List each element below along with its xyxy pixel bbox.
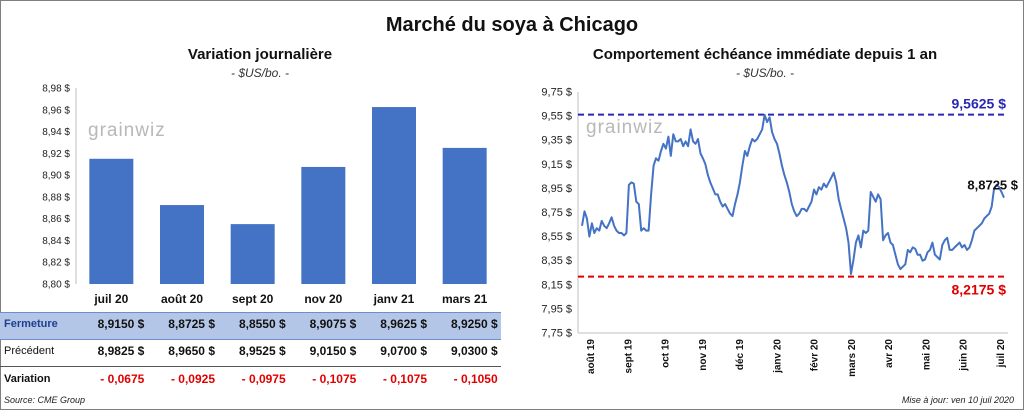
max-value-label: 9,5625 $ xyxy=(952,96,1007,112)
table-cell: 8,8725 $ xyxy=(168,317,215,331)
bar xyxy=(160,205,204,284)
line-x-tick-label: mars 20 xyxy=(847,339,858,377)
line-chart-unit: - $US/bo. - xyxy=(735,66,795,80)
table-cell: 8,8550 $ xyxy=(238,317,286,331)
table-cell: 8,9150 $ xyxy=(97,317,145,331)
bar-x-tick-label: nov 20 xyxy=(304,292,342,306)
line-y-tick-label: 8,35 $ xyxy=(541,255,572,267)
line-x-tick-label: nov 19 xyxy=(698,339,709,371)
line-x-tick-label: févr 20 xyxy=(810,339,821,372)
line-y-tick-label: 9,75 $ xyxy=(541,87,572,99)
bar-y-tick-label: 8,82 $ xyxy=(42,258,70,269)
bar xyxy=(230,224,275,284)
line-x-tick-label: juil 20 xyxy=(996,339,1007,369)
bar-y-tick-label: 8,80 $ xyxy=(42,280,70,291)
last-value-label: 8,8725 $ xyxy=(967,178,1018,193)
line-x-tick-label: août 19 xyxy=(586,339,597,374)
table-cell: 8,9825 $ xyxy=(97,344,145,358)
line-y-tick-label: 9,35 $ xyxy=(541,135,572,147)
bar-y-tick-label: 8,84 $ xyxy=(42,236,70,247)
line-x-tick-label: janv 20 xyxy=(772,339,783,374)
line-y-tick-label: 7,75 $ xyxy=(541,328,572,340)
line-x-tick-label: avr 20 xyxy=(884,339,895,368)
bar-x-tick-label: sept 20 xyxy=(232,292,274,306)
table-row-label: Fermeture xyxy=(4,318,58,330)
source-note: Source: CME Group xyxy=(4,395,86,405)
watermark-logo: grainwiz xyxy=(88,120,166,141)
price-table: Fermeture 8,9150 $ 8,8725 $ 8,8550 $ 8,9075 … xyxy=(4,317,498,386)
table-cell: 8,9075 $ xyxy=(309,317,357,331)
bar-chart-unit: - $US/bo. - xyxy=(230,66,290,80)
table-cell: 9,0150 $ xyxy=(309,344,357,358)
bar-y-tick-label: 8,90 $ xyxy=(42,171,70,182)
bar xyxy=(89,158,134,284)
table-cell: - 0,0975 xyxy=(241,372,286,386)
table-cell: 9,0300 $ xyxy=(450,344,498,358)
bar xyxy=(301,166,346,284)
table-cell: 8,9525 $ xyxy=(238,344,286,358)
table-cell: 9,0700 $ xyxy=(380,344,427,358)
table-separator xyxy=(0,366,501,367)
bar xyxy=(442,147,487,284)
table-cell: - 0,0925 xyxy=(170,372,215,386)
bar-y-tick-label: 8,86 $ xyxy=(42,214,70,225)
price-series-line xyxy=(581,113,1005,275)
line-chart-title: Comportement échéance immédiate depuis 1… xyxy=(592,46,938,63)
bar-y-tick-label: 8,98 $ xyxy=(42,84,70,95)
line-x-tick-label: oct 19 xyxy=(661,339,672,368)
line-x-tick-label: mai 20 xyxy=(921,339,932,371)
bar-chart-title: Variation journalière xyxy=(187,46,333,63)
bar-y-tick-label: 8,96 $ xyxy=(42,105,70,116)
table-cell: - 0,1075 xyxy=(312,372,357,386)
table-cell: 8,9625 $ xyxy=(380,317,427,331)
line-y-tick-label: 7,95 $ xyxy=(541,303,572,315)
bar-chart: 8,80 $ 8,82 $ 8,84 $ 8,86 $ 8,88 $ 8,90 $ 8,92… xyxy=(42,84,488,307)
line-x-tick-label: déc 19 xyxy=(735,339,746,371)
table-cell: 8,9250 $ xyxy=(450,317,498,331)
update-note: Mise à jour: ven 10 juil 2020 xyxy=(901,395,1014,405)
min-value-label: 8,2175 $ xyxy=(952,282,1007,298)
table-cell: - 0,1050 xyxy=(453,372,498,386)
line-chart: 7,75 $ 7,95 $ 8,15 $ 8,35 $ 8,55 $ 8,75 $ 8,95… xyxy=(541,87,1018,377)
table-row-label: Variation xyxy=(4,373,51,385)
page-title: Marché du soya à Chicago xyxy=(385,14,639,36)
bar-x-tick-label: août 20 xyxy=(161,292,203,306)
fermeture-row-bg xyxy=(0,312,501,340)
line-y-tick-label: 9,55 $ xyxy=(541,111,572,123)
line-x-tick-label: juin 20 xyxy=(959,339,970,372)
line-y-tick-label: 8,75 $ xyxy=(541,207,572,219)
line-y-tick-label: 8,95 $ xyxy=(541,183,572,195)
bar-x-tick-label: juil 20 xyxy=(93,292,128,306)
line-y-tick-label: 9,15 $ xyxy=(541,159,572,171)
line-y-tick-label: 8,15 $ xyxy=(541,279,572,291)
table-cell: 8,9650 $ xyxy=(168,344,215,358)
table-cell: - 0,1075 xyxy=(382,372,427,386)
line-y-tick-label: 8,55 $ xyxy=(541,231,572,243)
table-row-label: Précédent xyxy=(4,345,55,357)
watermark-logo-right: grainwiz xyxy=(586,117,664,138)
bar-x-tick-label: mars 21 xyxy=(442,292,488,306)
line-x-tick-label: sept 19 xyxy=(623,339,634,374)
bar-y-tick-label: 8,94 $ xyxy=(42,127,70,138)
bar-y-tick-label: 8,88 $ xyxy=(42,192,70,203)
table-cell: - 0,0675 xyxy=(100,372,145,386)
bar xyxy=(372,107,416,284)
bar-x-tick-label: janv 21 xyxy=(373,292,415,306)
bar-y-tick-label: 8,92 $ xyxy=(42,149,70,160)
